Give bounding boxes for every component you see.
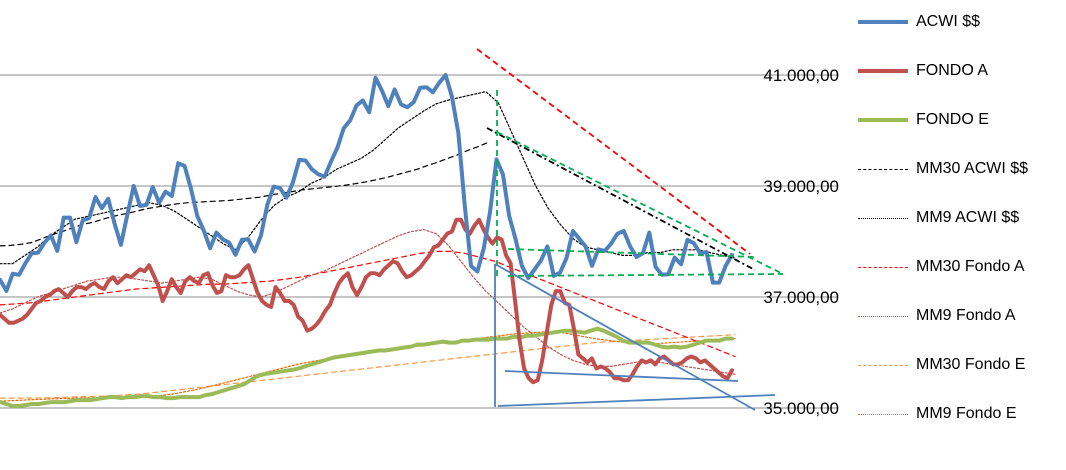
legend-swatch <box>858 69 908 73</box>
legend-label: MM30 ACWI $$ <box>916 160 1029 177</box>
legend-swatch <box>858 20 908 24</box>
legend-label: MM9 Fondo E <box>916 405 1017 422</box>
series-line-mm30-fondo-e <box>0 334 736 399</box>
triangle-blue-mid <box>504 370 739 382</box>
trendline-red-dashed <box>476 48 751 255</box>
legend-swatch <box>858 118 908 122</box>
legend-item: MM9 Fondo A <box>858 304 1016 328</box>
legend-label: MM30 Fondo E <box>916 356 1026 373</box>
legend-item: MM30 Fondo A <box>858 255 1025 279</box>
legend-swatch <box>858 364 908 366</box>
legend-swatch <box>858 413 908 415</box>
trendline-black-dashdot <box>486 127 756 271</box>
annotation-layer <box>476 48 784 411</box>
legend-item: MM9 ACWI $$ <box>858 206 1019 230</box>
series-line-mm30-fondo-a <box>0 250 736 358</box>
legend-item: MM30 Fondo E <box>858 353 1025 377</box>
triangle-blue-top <box>494 263 756 411</box>
series-line-fondo-e <box>0 326 734 408</box>
legend-label: FONDO A <box>916 62 989 79</box>
legend-label: MM9 Fondo A <box>916 307 1016 324</box>
triangle-green-bottom <box>507 273 784 277</box>
legend-label: ACWI $$ <box>916 13 981 30</box>
legend-item: ACWI $$ <box>858 10 980 34</box>
legend-swatch <box>858 168 908 170</box>
legend-label: MM9 ACWI $$ <box>916 209 1020 226</box>
triangle-green-mid <box>507 248 756 258</box>
grid-lines <box>0 74 838 409</box>
legend-label: MM30 Fondo A <box>916 258 1025 275</box>
series-line-fondo-a <box>0 217 734 385</box>
legend-swatch <box>858 315 908 317</box>
y-tick-label: 41.000,00 <box>763 66 839 85</box>
series-line-mm9-acwi <box>0 91 736 265</box>
series-layer <box>0 73 736 408</box>
y-tick-label: 39.000,00 <box>763 177 839 196</box>
y-axis-ticks: 41.000,00 39.000,00 37.000,00 35.000,00 <box>763 66 839 418</box>
legend-item: MM30 ACWI $$ <box>858 157 1028 181</box>
legend-swatch <box>858 266 908 268</box>
legend-swatch <box>858 217 908 219</box>
legend-item: FONDO E <box>858 108 989 132</box>
y-tick-label: 37.000,00 <box>763 288 839 307</box>
y-tick-label: 35.000,00 <box>763 399 839 418</box>
triangle-green-top <box>496 131 784 275</box>
legend-item: MM9 Fondo E <box>858 402 1016 426</box>
legend-label: FONDO E <box>916 111 989 128</box>
series-line-acwi <box>0 73 734 293</box>
triangle-blue-bottom <box>497 394 776 407</box>
legend-item: FONDO A <box>858 59 988 83</box>
